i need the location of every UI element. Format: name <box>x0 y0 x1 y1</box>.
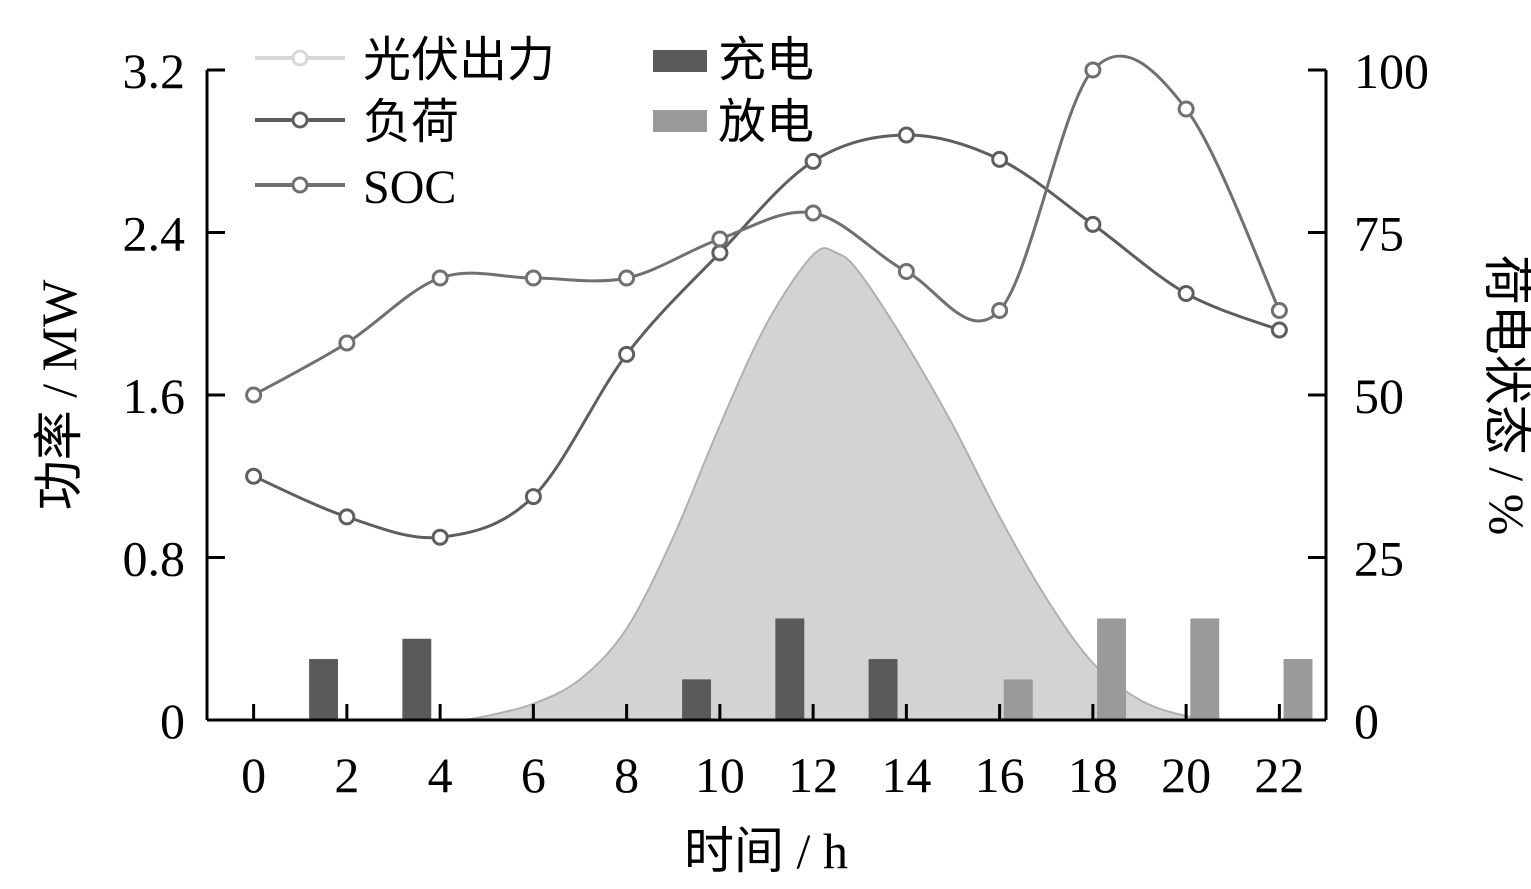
right-tick-label: 50 <box>1354 368 1404 424</box>
legend-item-discharge: 放电 <box>653 96 814 149</box>
legend-label-pv: 光伏出力 <box>363 34 555 87</box>
soc-point <box>618 269 636 287</box>
x-tick-label: 16 <box>975 747 1025 803</box>
soc-point <box>991 302 1009 319</box>
right-axis-title: 荷电状态 / % <box>1479 255 1531 536</box>
left-tick-label: 3.2 <box>123 43 186 99</box>
soc-point <box>897 263 915 280</box>
left-tick-label: 2.4 <box>123 206 186 262</box>
discharge-bar <box>1283 659 1313 720</box>
left-tick-label: 1.6 <box>123 368 186 424</box>
x-tick-label: 22 <box>1254 747 1304 803</box>
load-point <box>338 508 356 526</box>
load-point <box>431 528 449 546</box>
legend-item-soc: SOC <box>255 161 456 214</box>
legend-item-charge: 充电 <box>653 34 814 87</box>
x-tick-label: 8 <box>614 747 639 803</box>
charge-bar <box>309 659 339 720</box>
x-tick-label: 12 <box>788 747 838 803</box>
left-tick-label: 0 <box>160 693 185 749</box>
load-point <box>1177 284 1195 302</box>
load-point <box>897 126 915 144</box>
legend-label-load: 负荷 <box>363 96 459 149</box>
charge-bar <box>775 618 805 720</box>
load-point <box>524 488 542 506</box>
soc-point <box>431 269 449 287</box>
soc-point <box>1270 302 1288 319</box>
pv-output-line <box>463 247 1233 721</box>
soc-point <box>1177 100 1195 118</box>
soc-point <box>245 386 263 404</box>
x-tick-label: 10 <box>695 747 745 803</box>
pv-output-layer <box>463 247 1233 721</box>
discharge-bar <box>1097 618 1126 720</box>
legend-item-load: 负荷 <box>255 96 459 149</box>
legend-item-pv: 光伏出力 <box>255 34 555 87</box>
load-point <box>711 244 729 262</box>
right-tick-label: 75 <box>1354 206 1404 262</box>
discharge-bar <box>1190 618 1220 720</box>
x-axis-title: 时间 / h <box>684 823 848 879</box>
axes-layer: 0 0.8 1.6 2.4 3.2 0 25 50 75 100 0 2 4 6 8 10 12 14 16 18 20… <box>123 43 1430 803</box>
soc-point <box>804 204 822 222</box>
load-point <box>245 467 263 485</box>
soc-point <box>524 269 542 287</box>
soc-point <box>1084 61 1102 79</box>
charge-bar <box>402 638 432 720</box>
legend: 光伏出力 负荷 SOC 充电 放电 <box>255 34 814 214</box>
load-point <box>1270 321 1288 339</box>
load-point <box>804 152 822 170</box>
load-point <box>618 345 636 363</box>
x-tick-label: 18 <box>1068 747 1118 803</box>
legend-label-charge: 充电 <box>718 34 814 87</box>
lines-layer <box>245 54 1288 546</box>
soc-point <box>338 334 356 352</box>
left-tick-label: 0.8 <box>123 531 186 587</box>
x-tick-label: 6 <box>521 747 546 803</box>
charge-bar <box>682 679 712 720</box>
left-axis-title: 功率 / MW <box>31 279 87 510</box>
x-tick-label: 0 <box>241 747 266 803</box>
legend-label-discharge: 放电 <box>718 96 814 149</box>
right-tick-label: 25 <box>1354 531 1404 587</box>
charge-bar <box>868 659 898 720</box>
right-tick-label: 100 <box>1354 43 1429 99</box>
bars-layer <box>309 618 1313 720</box>
x-tick-label: 14 <box>881 747 931 803</box>
legend-label-soc: SOC <box>363 161 456 214</box>
load-point <box>1084 215 1102 233</box>
x-tick-label: 20 <box>1161 747 1211 803</box>
soc-point <box>711 230 729 248</box>
x-tick-label: 2 <box>334 747 359 803</box>
right-tick-label: 0 <box>1354 693 1379 749</box>
pv-output-area <box>463 248 1233 721</box>
load-point <box>991 150 1009 168</box>
discharge-bar <box>1003 679 1033 720</box>
x-tick-label: 4 <box>428 747 453 803</box>
